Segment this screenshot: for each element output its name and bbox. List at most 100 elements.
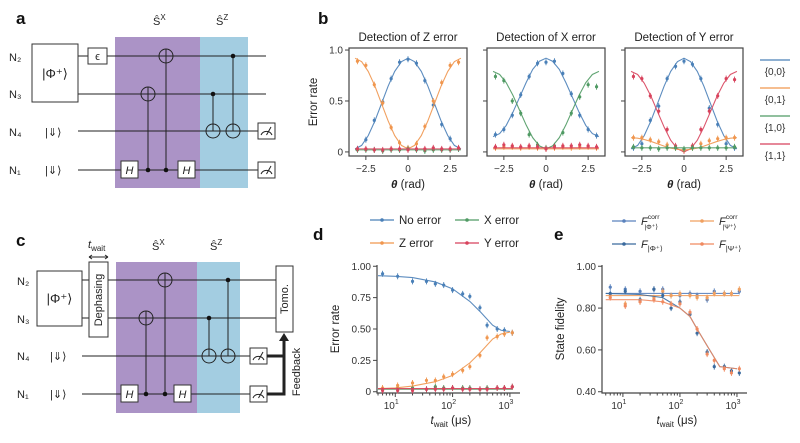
circuit-a: ŜX ŜZ N₂ N₃ N₄ N₁ |⇓⟩ |⇓⟩ |Φ⁺⟩ ϵ H H [9,13,276,188]
legend-label: {1,1} [765,151,786,162]
data-point [424,387,429,391]
init-state-n1: |⇓⟩ [45,165,61,177]
y-axis-label: Error rate [330,305,342,354]
data-point [442,375,446,379]
data-point [397,147,402,151]
data-point [631,74,636,79]
data-point [372,118,376,122]
chart-e-4: 0.40 0.60 0.80 1.00 101 102 103 twait (μs) State… [555,262,747,429]
cnot-control-icon [143,391,149,397]
chart-title: Detection of Z error [358,32,457,44]
data-point [433,378,437,383]
data-point [355,59,360,63]
data-point [423,79,427,83]
y-tick-label: 0.40 [577,387,597,398]
data-point [594,85,599,89]
dephasing-box [88,261,109,338]
data-point [461,387,465,391]
data-point [381,101,385,105]
bell-state-box [36,270,83,327]
data-point [737,287,741,291]
legend-e: Fcorr |Φ⁺⟩ Fcorr |Ψ⁺⟩ F|Φ⁺⟩ F|Ψ⁺⟩ [612,214,741,253]
data-point [732,77,737,82]
data-point [586,144,590,148]
data-point [478,387,482,391]
data-point [678,291,682,296]
data-point [502,332,506,336]
legend-label: Fcorr |Φ⁺⟩ [641,214,660,231]
x-tick-label: −2.5 [632,164,652,175]
panel-label-a: a [16,9,26,28]
data-point [695,331,699,335]
data-point [510,331,514,335]
data-point [682,59,686,63]
chart-title: Detection of Y error [634,32,733,44]
data-point [665,127,669,132]
data-point [722,367,726,371]
hadamard-label: H [126,389,134,401]
data-point [707,146,711,150]
legend-label: Z error [399,238,434,250]
data-point [673,64,678,68]
data-point [456,60,461,64]
data-point [640,142,644,146]
data-point [699,76,703,81]
data-point [389,147,393,151]
data-point [502,386,506,390]
data-point [729,371,734,375]
x-axis-label: twait (μs) [657,415,698,429]
x-tick-label: 102 [668,399,683,412]
fit-line-{0,1} [354,57,462,150]
data-point [561,144,565,148]
data-point [397,141,402,145]
y-tick-label: 0.25 [352,356,372,367]
bell-state-box [31,43,79,103]
data-point [578,113,582,117]
data-point [414,61,419,65]
panel-label-d: d [313,225,323,244]
y-tick-label: 0.5 [329,96,343,107]
data-point [712,365,716,369]
data-point [410,279,415,283]
data-point [586,83,590,87]
measurement-icon [257,161,276,179]
x-tick-label: 103 [725,399,740,412]
x-tick-label: 0 [543,164,549,175]
data-point [665,146,669,150]
data-point [433,282,437,286]
data-point [468,365,472,369]
y-tick-label: 1.0 [329,46,343,57]
data-point [450,386,455,390]
chart-b-0: 0 0.5 1.0 −2.5 0 2.5 Detection of Z error θ (ra… [308,32,468,191]
error-gate [87,47,108,65]
data-point [372,148,376,152]
hadamard-gate [120,384,139,403]
data-point [450,372,455,376]
y-tick-label: 0.80 [577,304,597,315]
data-point [468,387,472,391]
legend-marker [380,218,384,222]
data-point [478,353,482,357]
data-point [578,143,582,147]
data-point [450,288,455,292]
cnot-control-icon [230,53,236,59]
y-tick-label: 0.75 [352,293,372,304]
x-axis-label: twait (μs) [431,415,472,429]
axes [376,265,520,394]
circuit-c: ŜX ŜZ twait N₂ N₃ N₄ N₁ |⇓⟩ |⇓⟩ |Φ⁺⟩ Dep… [17,238,303,413]
data-point [737,367,741,371]
data-point [461,292,465,296]
bell-state-label: |Φ⁺⟩ [42,66,68,81]
data-point [440,147,444,151]
data-point [364,63,368,67]
init-state-n4: |⇓⟩ [45,127,61,139]
data-point [448,137,452,141]
data-point [502,127,506,132]
x-tick-label: 0 [405,164,411,175]
data-point [569,111,573,115]
feedback-line [267,340,286,396]
data-point [502,328,506,332]
data-point [661,300,665,304]
data-point [396,274,400,278]
y-axis-label: Error rate [308,78,320,127]
